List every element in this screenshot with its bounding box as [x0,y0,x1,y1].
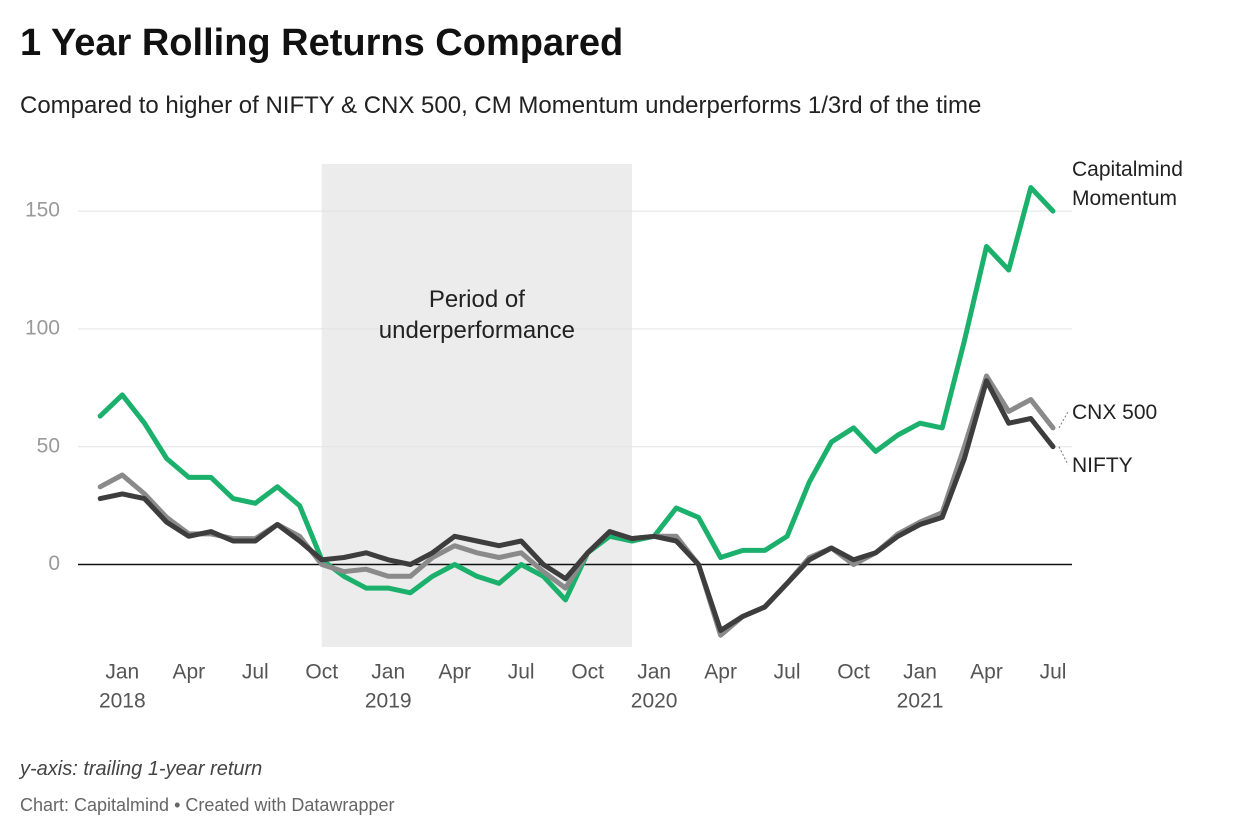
x-tick-label: Jan [903,661,937,684]
x-tick-label: Apr [172,661,205,684]
x-tick-label: Jan [105,661,139,684]
x-year-label: 2020 [631,690,678,713]
label-leader [1058,446,1069,465]
x-tick-label: Jan [637,661,671,684]
x-tick-label: Apr [438,661,471,684]
x-tick-label: Jan [371,661,405,684]
source: Chart: Capitalmind • Created with Datawr… [20,795,395,815]
annotation: Period of underperformance [378,286,575,344]
series-line [97,185,1056,603]
label-leader [1058,411,1069,429]
y-tick-label: 100 [25,316,60,339]
y-tick-label: 0 [48,552,60,575]
x-tick-label: Oct [571,661,604,684]
axis-note: y-axis: trailing 1-year return [20,758,263,780]
chart-title: 1 Year Rolling Returns Compared [20,22,624,64]
x-tick-label: Oct [837,661,870,684]
x-tick-label: Jul [774,661,801,684]
x-tick-label: Apr [704,661,737,684]
x-tick-label: Jul [242,661,269,684]
series-line [97,378,1056,633]
x-tick-label: Oct [305,661,338,684]
series-label: CNX 500 [1072,400,1158,424]
x-tick-label: Jul [1040,661,1067,684]
series-label: Capitalmind Momentum [1072,158,1183,211]
x-tick-label: Jul [508,661,535,684]
x-year-label: 2019 [365,690,412,713]
chart-subtitle: Compared to higher of NIFTY & CNX 500, C… [20,92,982,119]
y-tick-label: 150 [25,199,60,222]
x-tick-label: Apr [970,661,1003,684]
x-year-label: 2018 [99,690,146,713]
y-tick-label: 50 [37,434,60,457]
x-year-label: 2021 [897,690,944,713]
series-label: NIFTY [1072,453,1133,477]
